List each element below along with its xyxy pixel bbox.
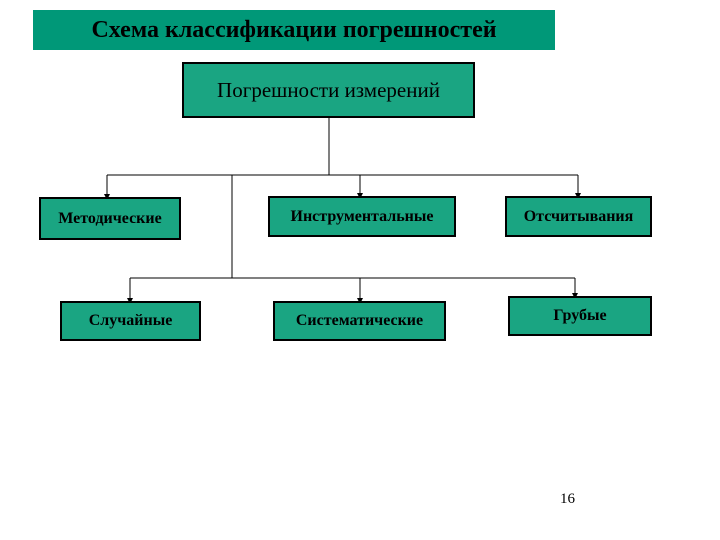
slide-title: Схема классификации погрешностей [33, 10, 555, 50]
node-method: Методические [39, 197, 181, 240]
node-rough: Грубые [508, 296, 652, 336]
node-rand: Случайные [60, 301, 201, 341]
node-read: Отсчитывания [505, 196, 652, 237]
page-number: 16 [560, 491, 575, 508]
node-root: Погрешности измерений [182, 62, 475, 118]
node-instr: Инструментальные [268, 196, 456, 237]
node-syst: Систематические [273, 301, 446, 341]
